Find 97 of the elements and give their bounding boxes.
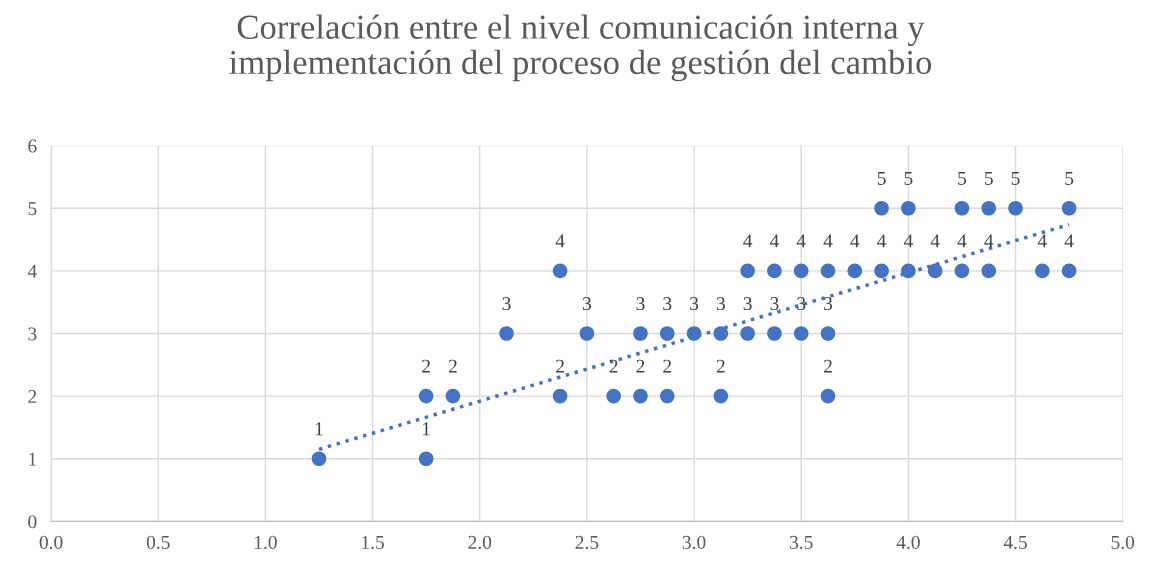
point (659, 326, 675, 341)
data-label: 4 (1064, 234, 1074, 248)
data-label: 4 (984, 234, 994, 248)
point (418, 388, 434, 404)
x-tick-label: 1.0 (254, 535, 277, 550)
data-label: 4 (743, 234, 753, 248)
point (740, 263, 755, 279)
y-tick-label: 0 (28, 515, 37, 529)
point (1061, 263, 1077, 279)
y-tick-label: 4 (27, 264, 37, 278)
x-tick-label: 1.5 (362, 535, 384, 550)
x-tick-label: 4.0 (896, 535, 920, 550)
data-label: 2 (636, 359, 645, 373)
data-label: 3 (743, 297, 752, 311)
x-tick-label: 2.5 (575, 535, 599, 550)
data-label: 3 (690, 297, 699, 311)
data-label: 4 (823, 234, 833, 248)
data-label: 3 (716, 297, 725, 311)
point (901, 263, 916, 279)
chart-title: Correlación entre el nivel comunicación interna y implementación del proceso de gestión del cambio (229, 14, 932, 82)
data-label: 4 (930, 234, 940, 248)
point (418, 451, 434, 467)
data-label: 3 (636, 297, 645, 311)
point (981, 200, 997, 216)
x-tick-label: 3.5 (789, 535, 813, 550)
x-tick-label: 0.5 (146, 535, 170, 550)
data-label: 4 (1037, 234, 1047, 248)
data-label: 4 (850, 234, 860, 248)
point (954, 263, 970, 279)
point (552, 263, 568, 279)
data-label: 5 (1011, 171, 1020, 185)
point (981, 263, 997, 279)
data-label: 5 (904, 171, 913, 185)
data-label: 2 (663, 359, 672, 373)
point (793, 263, 809, 279)
point (820, 326, 836, 341)
point (713, 326, 729, 341)
data-label: 2 (556, 359, 564, 373)
point (793, 326, 809, 341)
point (445, 388, 461, 404)
point (552, 388, 568, 404)
point (1061, 200, 1077, 216)
point (874, 263, 889, 279)
point (767, 263, 782, 279)
point (633, 326, 648, 341)
data-label: 3 (797, 297, 806, 311)
y-tick-label: 5 (28, 202, 37, 216)
data-label: 3 (663, 297, 672, 311)
x-tick-label: 4.5 (1003, 535, 1027, 550)
point (901, 200, 916, 216)
data-label: 4 (957, 234, 967, 248)
point (767, 326, 782, 341)
y-tick-label: 3 (28, 327, 37, 341)
point (633, 388, 648, 404)
data-label: 3 (502, 297, 511, 311)
data-label: 4 (796, 234, 806, 248)
point (311, 451, 327, 467)
point (740, 326, 755, 341)
y-tick-label: 1 (29, 452, 37, 466)
data-label: 5 (1065, 171, 1074, 185)
point (927, 263, 943, 279)
data-label: 2 (422, 359, 430, 373)
point (606, 388, 621, 404)
point (659, 388, 675, 404)
point (847, 263, 863, 279)
point (579, 326, 595, 341)
data-label: 3 (824, 297, 833, 311)
point (874, 200, 889, 216)
data-label: 4 (903, 234, 913, 248)
data-label: 4 (555, 234, 565, 248)
data-label: 5 (958, 171, 967, 185)
x-tick-label: 5.0 (1111, 535, 1135, 550)
point (820, 263, 836, 279)
point (686, 326, 702, 341)
data-label: 3 (770, 297, 779, 311)
point (954, 200, 970, 216)
data-label: 4 (769, 234, 779, 248)
point (1008, 200, 1023, 216)
y-tick-label: 2 (28, 389, 37, 403)
x-tick-label: 2.0 (468, 535, 492, 550)
point (820, 388, 836, 404)
data-label: 2 (448, 359, 457, 373)
data-label: 5 (985, 171, 993, 185)
point (499, 326, 514, 341)
x-tick-label: 3.0 (682, 535, 706, 550)
x-tick-label: 0.0 (39, 535, 63, 550)
data-label: 3 (582, 297, 591, 311)
point (1035, 263, 1050, 279)
data-label: 1 (315, 422, 323, 436)
data-label: 2 (716, 359, 725, 373)
data-label: 2 (823, 359, 832, 373)
data-label: 2 (609, 359, 618, 373)
data-label: 4 (877, 234, 887, 248)
data-label: 1 (422, 422, 430, 436)
data-label: 5 (877, 171, 886, 185)
point (713, 388, 729, 404)
y-tick-label: 6 (28, 139, 37, 153)
